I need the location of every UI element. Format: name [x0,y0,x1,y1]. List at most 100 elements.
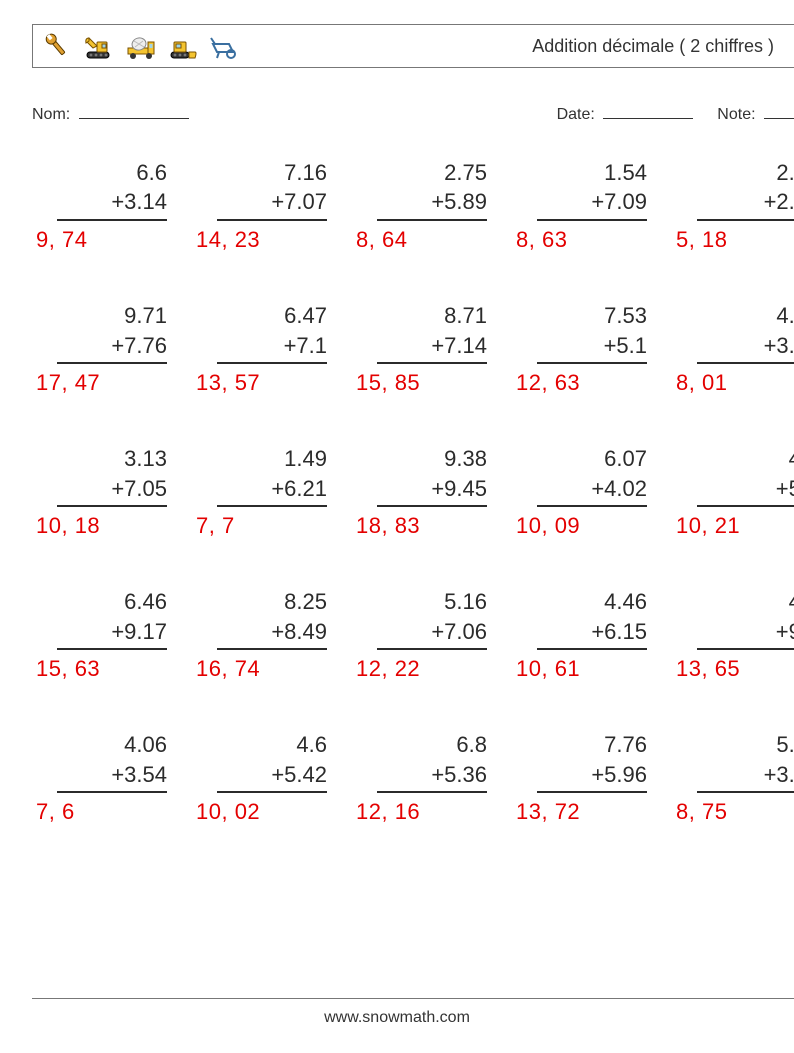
bulldozer-icon [167,30,199,62]
operand-b: +3.6 [697,760,794,794]
operand-a: 7.53 [537,301,647,331]
answer: 5, 18 [672,225,794,255]
problem: 3.13+7.0510, 18 [32,444,192,541]
note-blank [764,102,794,119]
answer: 13, 72 [512,797,672,827]
info-line: Nom: Date: Note: [32,102,794,124]
problem: 5.1+3.68, 75 [672,730,794,827]
operand-a: 4.46 [537,587,647,617]
problem: 8.71+7.1415, 85 [352,301,512,398]
name-label: Nom: [32,106,70,123]
answer: 12, 22 [352,654,512,684]
answer: 7, 7 [192,511,352,541]
problem: 6.8+5.3612, 16 [352,730,512,827]
operand-a: 1.49 [217,444,327,474]
excavator-icon [83,30,115,62]
answer: 17, 47 [32,368,192,398]
footer: www.snowmath.com [0,998,794,1027]
operand-b: +7.06 [377,617,487,651]
answer: 14, 23 [192,225,352,255]
answer: 9, 74 [32,225,192,255]
problem: 4.+9.13, 65 [672,587,794,684]
operand-b: +5.96 [537,760,647,794]
answer: 8, 75 [672,797,794,827]
operand-a: 5.1 [697,730,794,760]
operand-b: +4.02 [537,474,647,508]
footer-url: www.snowmath.com [324,1009,470,1026]
worksheet-title: Addition décimale ( 2 chiffres ) [532,36,786,57]
operand-b: +5.42 [217,760,327,794]
answer: 13, 57 [192,368,352,398]
operand-a: 3.13 [57,444,167,474]
operand-b: +5. [697,474,794,508]
operand-a: 9.71 [57,301,167,331]
problem: 8.25+8.4916, 74 [192,587,352,684]
problem: 4.46+6.1510, 61 [512,587,672,684]
operand-b: +7.05 [57,474,167,508]
icon-row [41,30,241,62]
answer: 13, 65 [672,654,794,684]
operand-b: +5.1 [537,331,647,365]
operand-b: +2.5 [697,187,794,221]
operand-a: 6.07 [537,444,647,474]
wheelbarrow-icon [209,30,241,62]
operand-b: +6.15 [537,617,647,651]
problem: 7.53+5.112, 63 [512,301,672,398]
operand-b: +9. [697,617,794,651]
operand-b: +7.09 [537,187,647,221]
operand-a: 4.6 [217,730,327,760]
answer: 10, 18 [32,511,192,541]
problem: 6.46+9.1715, 63 [32,587,192,684]
operand-b: +7.76 [57,331,167,365]
problem: 6.6+3.149, 74 [32,158,192,255]
answer: 15, 85 [352,368,512,398]
problems-grid: 6.6+3.149, 747.16+7.0714, 232.75+5.898, … [32,158,794,827]
answer: 10, 21 [672,511,794,541]
problem: 6.47+7.113, 57 [192,301,352,398]
operand-a: 4. [697,587,794,617]
operand-b: +6.21 [217,474,327,508]
answer: 10, 02 [192,797,352,827]
problem: 7.76+5.9613, 72 [512,730,672,827]
operand-b: +7.1 [217,331,327,365]
answer: 10, 61 [512,654,672,684]
operand-a: 6.47 [217,301,327,331]
operand-a: 6.46 [57,587,167,617]
answer: 18, 83 [352,511,512,541]
note-label: Note: [717,106,755,123]
problem: 4.0+3.98, 01 [672,301,794,398]
operand-a: 4. [697,444,794,474]
answer: 7, 6 [32,797,192,827]
operand-a: 2.5 [697,158,794,188]
answer: 10, 09 [512,511,672,541]
name-blank [79,102,189,119]
answer: 12, 16 [352,797,512,827]
operand-b: +3.14 [57,187,167,221]
answer: 8, 64 [352,225,512,255]
problem: 2.5+2.5 5, 18 [672,158,794,255]
answer: 12, 63 [512,368,672,398]
date-blank [603,102,693,119]
operand-a: 8.71 [377,301,487,331]
operand-a: 4.0 [697,301,794,331]
problem: 2.75+5.898, 64 [352,158,512,255]
operand-b: +9.17 [57,617,167,651]
answer: 8, 63 [512,225,672,255]
problem: 4.6+5.4210, 02 [192,730,352,827]
operand-b: +5.89 [377,187,487,221]
operand-b: +8.49 [217,617,327,651]
answer: 15, 63 [32,654,192,684]
operand-a: 4.06 [57,730,167,760]
problem: 4.06+3.547, 6 [32,730,192,827]
problem: 1.49+6.217, 7 [192,444,352,541]
operand-b: +3.9 [697,331,794,365]
problem: 9.71+7.7617, 47 [32,301,192,398]
problem: 4.+5.10, 21 [672,444,794,541]
operand-a: 7.16 [217,158,327,188]
cement-truck-icon [125,30,157,62]
problem: 6.07+4.0210, 09 [512,444,672,541]
operand-b: +7.14 [377,331,487,365]
operand-b: +9.45 [377,474,487,508]
operand-b: +5.36 [377,760,487,794]
operand-a: 1.54 [537,158,647,188]
